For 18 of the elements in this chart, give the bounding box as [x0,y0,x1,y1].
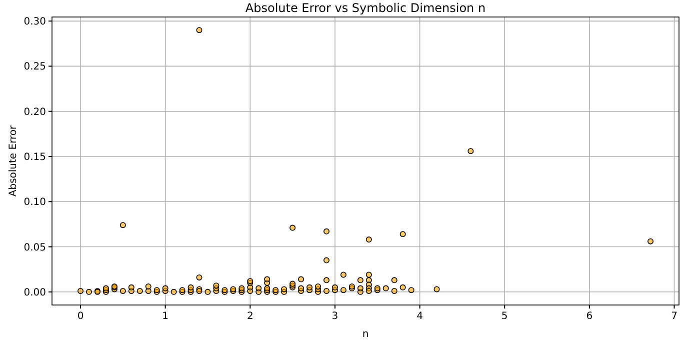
x-tick-label: 0 [77,311,84,322]
y-tick-label: 0.15 [24,152,46,163]
x-tick-label: 6 [586,311,593,322]
x-tick-label: 2 [246,311,254,322]
x-axis-title: n [362,329,369,340]
x-tick-label: 4 [416,311,423,322]
y-tick-label: 0.25 [24,62,46,73]
y-tick-label: 0.00 [24,287,46,298]
y-tick-label: 0.05 [24,242,46,254]
y-tick-label: 0.10 [24,197,46,208]
y-tick-label: 0.30 [24,16,46,28]
x-tick-label: 5 [501,311,508,322]
y-tick-label: 0.20 [24,106,46,118]
x-tick-label: 1 [162,311,169,322]
y-axis-title: Absolute Error [8,124,19,197]
x-tick-label: 7 [671,311,678,322]
x-tick-label: 3 [332,311,338,322]
chart-title: Absolute Error vs Symbolic Dimension n [245,1,486,15]
